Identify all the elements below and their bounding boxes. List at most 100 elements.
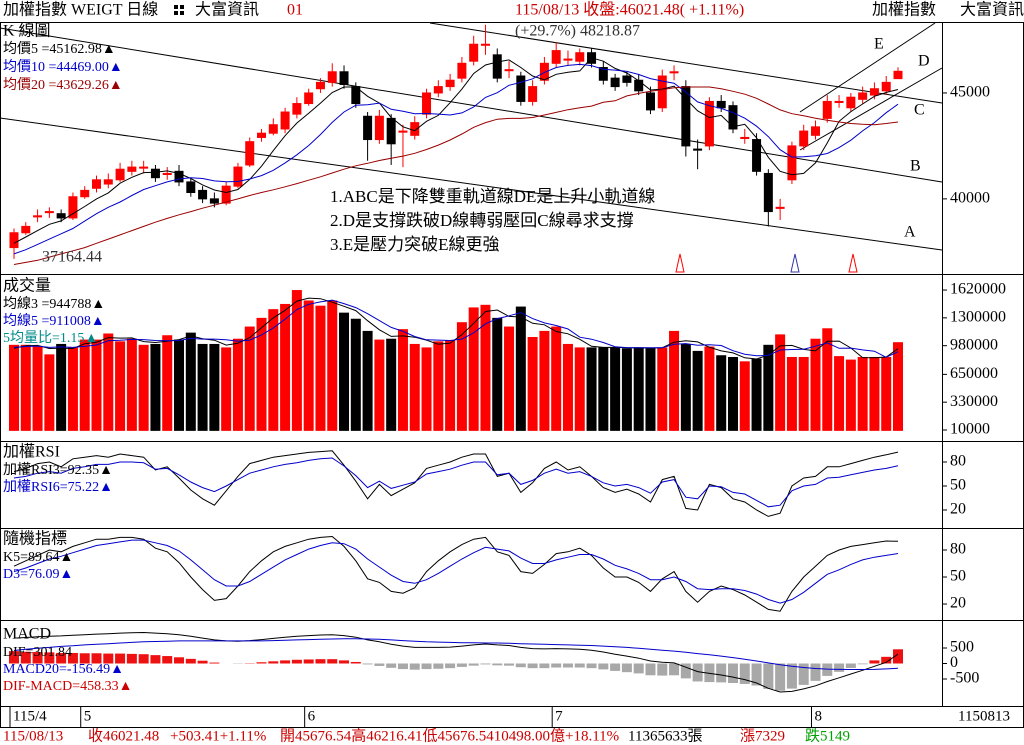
volume-bar [374,339,385,431]
candle-body [716,100,726,109]
candle-body [598,67,608,81]
volume-bar [539,330,550,431]
candle-body [563,58,573,61]
volume-bar [562,343,573,431]
trend-line-a [0,117,943,251]
candle-body [315,81,325,90]
candle-body [810,126,820,136]
volume-bar [621,348,632,431]
candle-body [139,166,149,169]
x-end-label: 1150813 [958,708,1010,724]
candle-body [657,75,667,109]
volume-bar [362,330,373,431]
histogram-bar [315,659,326,664]
histogram-bar [610,663,621,671]
volume-bar [893,342,903,431]
volume-bar [103,333,114,431]
histogram-bar [20,651,31,664]
volume-bar [221,347,232,431]
histogram-bar [327,659,338,664]
legend-entry: DIF-MACD=458.33▲ [3,679,132,694]
histogram-bar [197,660,208,664]
candle-body [516,75,526,102]
volume-bar [315,305,326,431]
y-tick-label: 980000 [950,336,998,353]
volume-bar [881,356,892,431]
signal-triangle [848,253,858,273]
volume-bar [692,350,703,431]
histogram-bar [869,660,880,664]
volume-bar [598,347,609,431]
volume-bar [822,328,833,431]
volume-bar [421,347,432,431]
histogram-bar [185,658,196,664]
candle-body [115,168,125,181]
candle-body [162,172,172,176]
histogram-bar [657,663,668,676]
histogram-bar [456,663,467,667]
histogram-bar [822,663,833,676]
legend-entry: 均價20 =43629.26▲ [3,76,123,93]
trend-line-e [799,22,936,113]
candle-body [33,215,43,218]
candle-body [9,232,19,249]
annotation: 2.D是支撐跌破D線轉弱壓回C線尋求支撐 [330,211,634,230]
series-line [13,299,899,358]
volume-bar [786,356,797,431]
volume-bar [56,343,67,431]
legend-entry: 均價5 =45162.98▲ [3,40,116,57]
histogram-bar [551,663,562,668]
candle-body [209,198,219,204]
candle-body [56,213,66,219]
histogram-bar [480,663,491,665]
histogram-bar [103,653,114,664]
volume-bar [551,326,562,431]
candle-body [433,86,443,94]
volume-bar [657,347,668,431]
histogram-bar [280,660,291,664]
legend-entry: K5=89.64▲ [3,550,73,565]
candle-body [704,100,714,147]
histogram-bar [834,663,845,672]
volume-bar [115,341,126,431]
candle-body [469,43,479,62]
candle-body [233,166,243,187]
volume-bar [433,341,444,431]
signal-markers [675,253,858,273]
candle-body [92,179,102,189]
legend-entry: 加權RSI6=75.22▲ [3,479,113,495]
legend-entry: 均價10 =44469.00▲ [3,58,123,75]
volume-bar [492,317,503,431]
y-tick-label: 80 [950,453,966,470]
candle-body [787,145,797,181]
histogram-bar [786,663,797,689]
status-text: 收46021.48 [88,727,159,744]
volume-bar [574,347,585,431]
header-code: 01 [287,2,303,19]
volume-bar [256,317,267,431]
trend-label: B [910,158,921,175]
candle-body [645,92,655,111]
histogram-bar [445,663,456,669]
candle-body [846,96,856,109]
histogram-bar [669,663,680,676]
candle-body [834,100,844,103]
volume-bar [268,309,279,431]
icon-dot [174,5,178,9]
volume-bar [751,358,762,431]
legend-entry: MACD20=-156.49▲ [3,662,124,677]
histogram-bar [126,653,137,664]
candle-body [245,141,255,166]
histogram-bar [692,663,703,682]
legend-entry: DIF=301.84 [3,645,72,660]
series-line [13,297,899,360]
y-tick-label: -500 [950,670,979,687]
histogram-bar [562,663,573,668]
histogram-bar [527,663,538,669]
volume-bar [633,347,644,431]
y-tick-label: 0 [950,654,958,671]
icon-dot [180,5,184,9]
legend-note: 5均量比=1.15▲ [3,330,98,346]
trend-line-b [0,27,943,183]
histogram-bar [621,663,632,673]
